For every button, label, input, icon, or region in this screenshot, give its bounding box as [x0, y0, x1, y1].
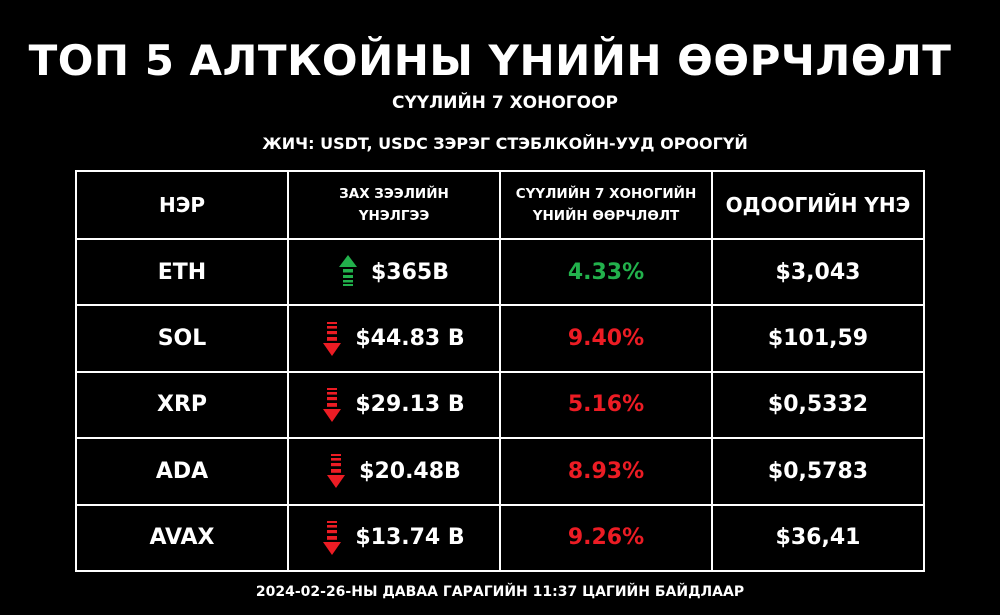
trend-arrow	[323, 321, 342, 356]
table-cell: $44.83 B	[287, 304, 501, 373]
cap-wrap: $365B	[289, 255, 499, 289]
table-cell: $36,41	[711, 503, 925, 573]
cap-wrap: $29.13 B	[289, 387, 499, 422]
header-row: НЭР ЗАХ ЗЭЭЛИЙН ҮНЭЛГЭЭ СҮҮЛИЙН 7 ХОНОГИ…	[75, 170, 925, 240]
price: $3,043	[775, 259, 861, 285]
market-cap: $20.48B	[359, 458, 461, 484]
change: 9.40%	[567, 326, 645, 352]
change: 4.33%	[567, 259, 645, 285]
arrow-bar	[327, 330, 338, 334]
table-row: ADA $20.48B 8.93% $0,5783	[75, 437, 925, 506]
coin-name: ADA	[155, 458, 209, 484]
arrow-bar	[327, 325, 338, 329]
arrow-bar	[327, 391, 338, 395]
arrow-head	[323, 342, 342, 356]
change: 9.26%	[567, 525, 645, 551]
arrow-bar	[327, 396, 338, 401]
price-table: НЭР ЗАХ ЗЭЭЛИЙН ҮНЭЛГЭЭ СҮҮЛИЙН 7 ХОНОГИ…	[75, 170, 925, 573]
change: 8.93%	[567, 458, 645, 484]
arrow-head	[323, 408, 342, 422]
market-cap: $365B	[371, 259, 449, 285]
arrow-bar	[331, 469, 342, 474]
table-cell: ADA	[75, 437, 289, 506]
arrow-bar	[327, 336, 338, 341]
arrow-bar	[331, 454, 342, 457]
table-cell: $365B	[287, 237, 501, 307]
table-cell: 9.26%	[499, 503, 713, 573]
table-cell: $29.13 B	[287, 370, 501, 440]
arrow-head	[323, 541, 342, 555]
arrow-bar	[327, 321, 338, 324]
table-cell: $0,5783	[711, 437, 925, 506]
column-header: ОДООГИЙН ҮНЭ	[711, 170, 925, 240]
title: ТОП 5 АЛТКОЙНЫ ҮНИЙН ӨӨРЧЛӨЛТ	[28, 36, 952, 85]
table-row: ETH $365B 4.33% $3,043	[75, 237, 925, 307]
table-cell: 4.33%	[499, 237, 713, 307]
market-cap: $29.13 B	[355, 392, 465, 418]
change: 5.16%	[567, 392, 645, 418]
arrow-bar	[327, 529, 338, 533]
arrow-bar	[327, 402, 338, 407]
subtitle: СҮҮЛИЙН 7 ХОНОГООР	[392, 93, 618, 113]
table-cell: $13.74 B	[287, 503, 501, 573]
arrow-bar	[327, 535, 338, 540]
coin-name: AVAX	[149, 525, 215, 551]
table-cell: 9.40%	[499, 304, 713, 373]
arrow-bar	[343, 284, 353, 287]
table-cell: XRP	[75, 370, 289, 440]
column-header: СҮҮЛИЙН 7 ХОНОГИЙН ҮНИЙН ӨӨРЧЛӨЛТ	[499, 170, 713, 240]
table-cell: SOL	[75, 304, 289, 373]
table-cell: AVAX	[75, 503, 289, 573]
arrow-head	[339, 255, 357, 268]
arrow-bar	[331, 463, 342, 467]
column-header: ЗАХ ЗЭЭЛИЙН ҮНЭЛГЭЭ	[287, 170, 501, 240]
trend-arrow	[339, 255, 357, 287]
arrow-bar	[327, 524, 338, 528]
footer: 2024-02-26-НЫ ДАВАА ГАРАГИЙН 11:37 ЦАГИЙ…	[255, 584, 745, 600]
note: ЖИЧ: USDT, USDC ЗЭРЭГ СТЭБЛКОЙН-УУД ОРОО…	[262, 134, 748, 153]
arrow-bar	[343, 280, 353, 283]
cap-wrap: $13.74 B	[289, 520, 499, 555]
arrow-bar	[327, 520, 338, 523]
coin-name: ETH	[157, 259, 207, 285]
market-cap: $13.74 B	[355, 525, 465, 551]
price: $0,5783	[767, 458, 869, 484]
table-row: SOL $44.83 B 9.40% $101,59	[75, 304, 925, 373]
arrow-bar	[327, 387, 338, 390]
coin-name: XRP	[156, 392, 208, 418]
table-cell: $3,043	[711, 237, 925, 307]
price: $101,59	[767, 326, 869, 352]
market-cap: $44.83 B	[355, 326, 465, 352]
cap-wrap: $20.48B	[289, 454, 499, 489]
price: $36,41	[775, 525, 861, 551]
table-cell: $101,59	[711, 304, 925, 373]
arrow-head	[327, 475, 346, 489]
table-cell: $20.48B	[287, 437, 501, 506]
table-cell: 5.16%	[499, 370, 713, 440]
column-header: НЭР	[75, 170, 289, 240]
table-cell: ETH	[75, 237, 289, 307]
trend-arrow	[323, 520, 342, 555]
arrow-bar	[331, 458, 342, 461]
table-cell: 8.93%	[499, 437, 713, 506]
coin-name: SOL	[157, 326, 207, 352]
trend-arrow	[327, 454, 346, 489]
price: $0,5332	[767, 392, 869, 418]
table-row: XRP $29.13 B 5.16% $0,5332	[75, 370, 925, 440]
cap-wrap: $44.83 B	[289, 321, 499, 356]
arrow-bar	[343, 269, 353, 273]
trend-arrow	[323, 387, 342, 422]
table-cell: $0,5332	[711, 370, 925, 440]
table-row: AVAX $13.74 B 9.26% $36,41	[75, 503, 925, 573]
arrow-bar	[343, 275, 353, 279]
